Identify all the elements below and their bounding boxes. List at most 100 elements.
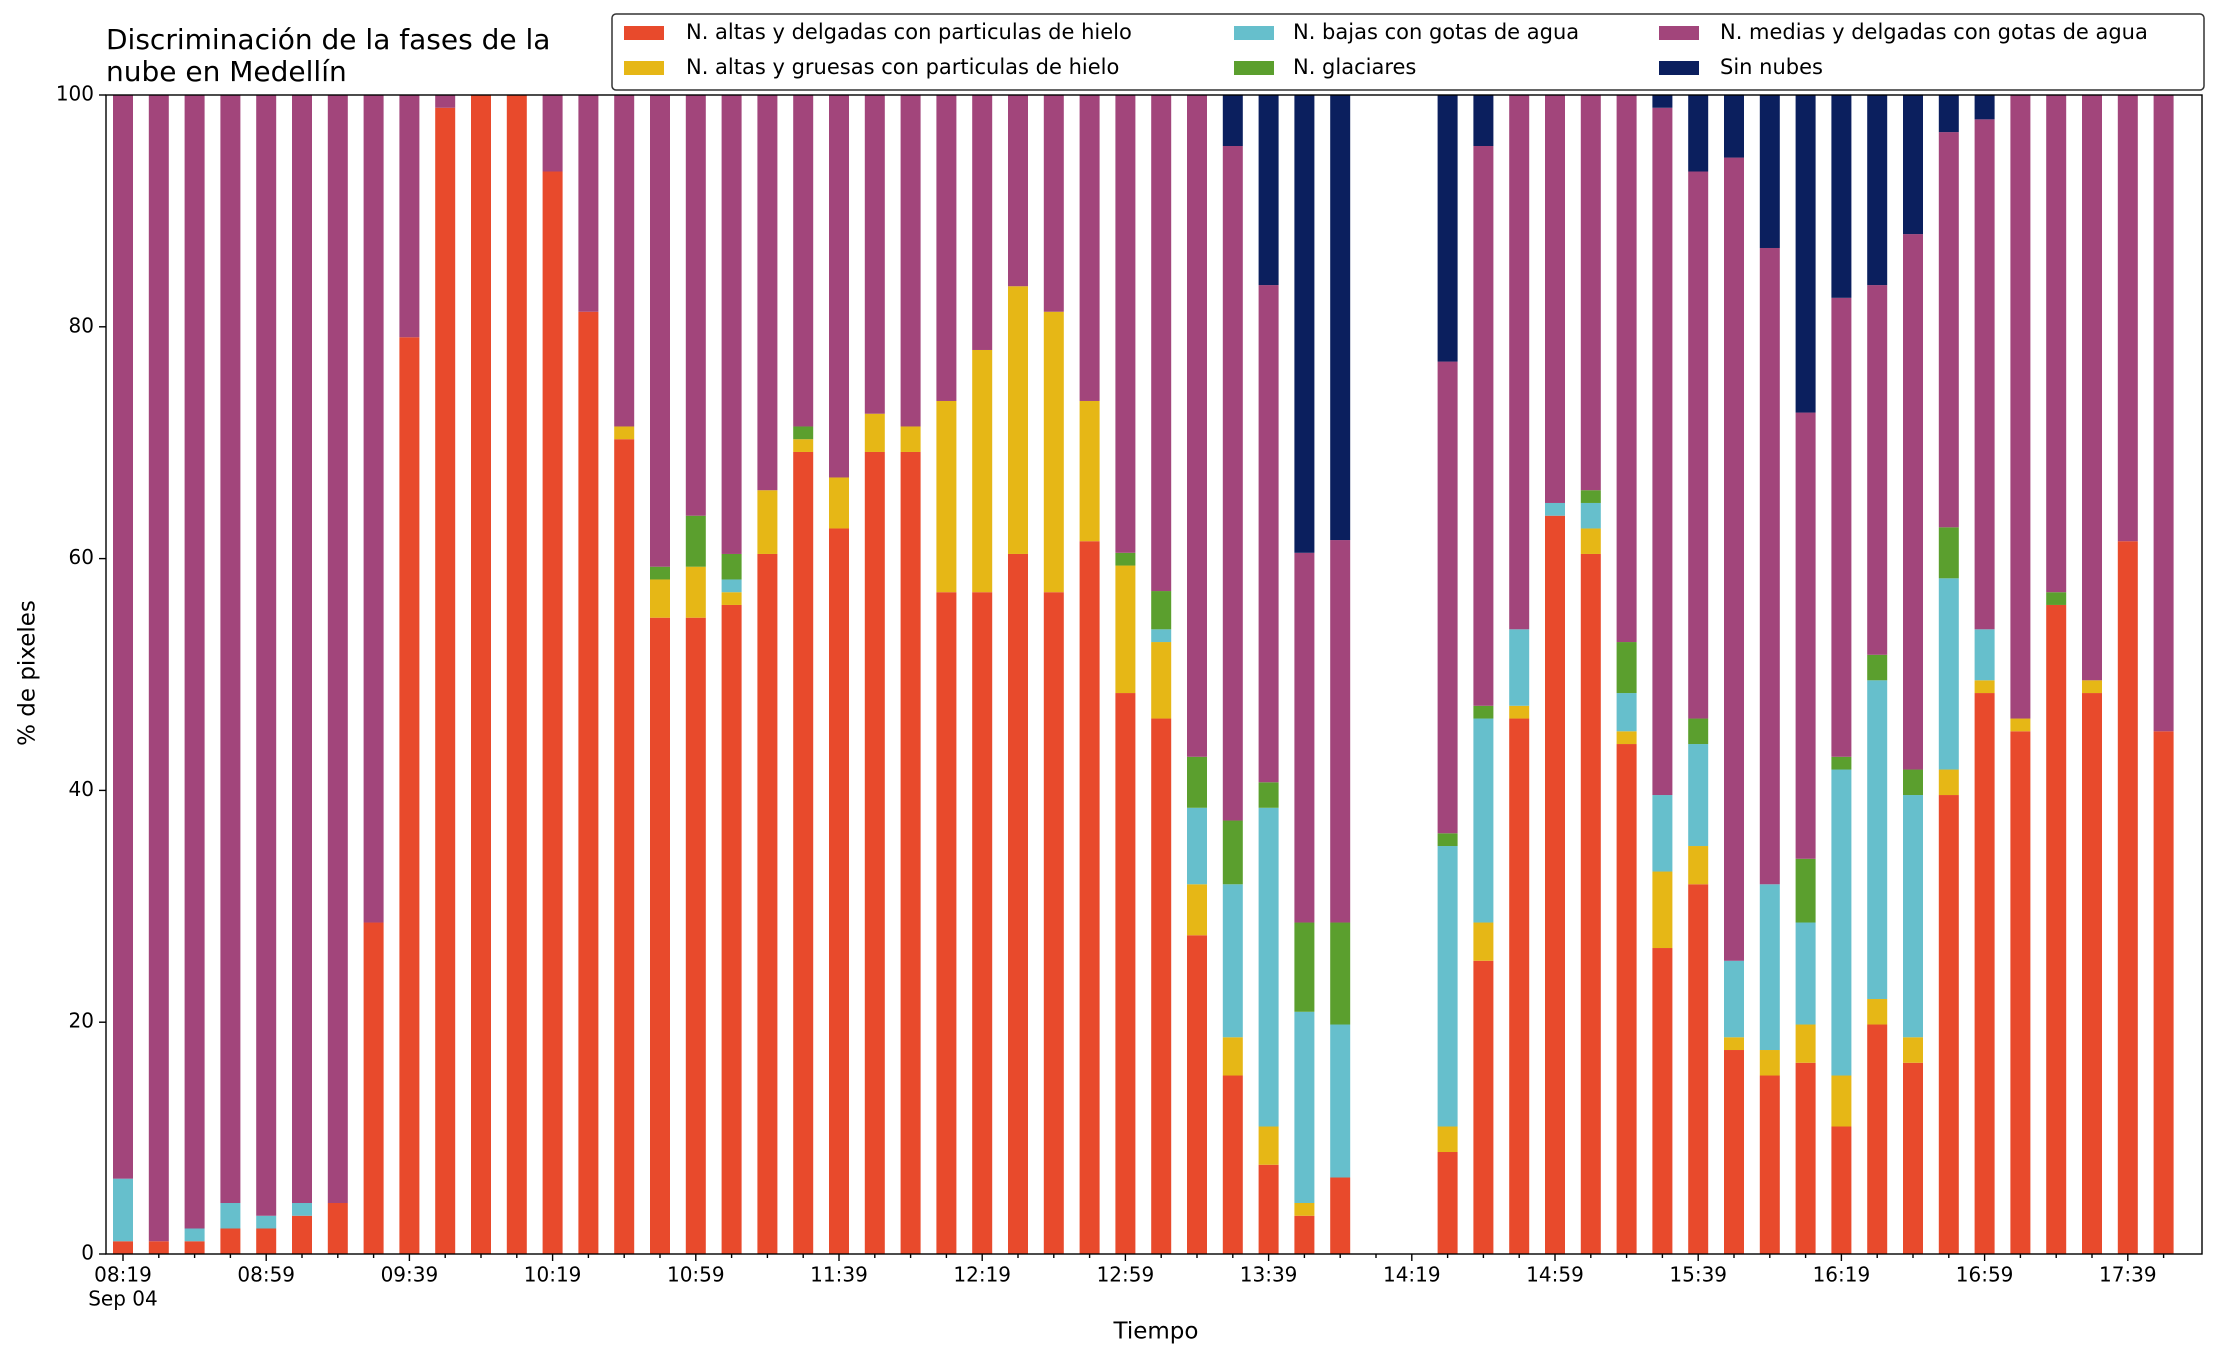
bar-segment [1187, 756, 1207, 808]
bar-segment [1473, 145, 1494, 706]
bar-segment [1437, 846, 1458, 1127]
y-tick-label: 100 [56, 82, 94, 106]
bar-segment [1294, 1203, 1315, 1216]
bar-segment [1258, 807, 1279, 1127]
chart-title: Discriminación de la fases de la [106, 23, 550, 56]
bar-segment [363, 922, 384, 1254]
bar-segment [900, 426, 921, 452]
bar-segment [936, 400, 957, 593]
bar-segment [1258, 285, 1279, 783]
bar-segment [1187, 935, 1207, 1254]
legend-swatch [1659, 26, 1699, 40]
bar-segment [1867, 285, 1888, 655]
bar-segment [184, 95, 205, 1229]
bar-segment [220, 1228, 241, 1254]
bar-segment [757, 490, 778, 554]
x-tick-label: 08:19 [94, 1263, 152, 1287]
bar-segment [1258, 1126, 1279, 1165]
bar-segment [757, 95, 778, 491]
bar-segment [184, 1241, 205, 1254]
legend-label: Sin nubes [1720, 55, 1823, 79]
x-tick-label: 14:59 [1526, 1263, 1584, 1287]
bar-segment [1759, 247, 1780, 885]
bar-segment [292, 95, 312, 1204]
bar-segment [1151, 591, 1172, 630]
bar-segment [542, 171, 563, 1254]
bar-segment [1616, 744, 1637, 1254]
bar-segment [148, 1241, 169, 1254]
bar-segment [1652, 107, 1673, 796]
bar-segment [1616, 731, 1637, 745]
x-tick-label: 09:39 [381, 1263, 439, 1287]
bar-segment [2153, 731, 2174, 1254]
bar-segment [1724, 1037, 1744, 1051]
bar-segment [1258, 1164, 1279, 1254]
bar-segment [435, 107, 456, 1254]
bar-segment [1938, 132, 1959, 528]
x-tick-label: 13:39 [1240, 1263, 1298, 1287]
bar-segment [1222, 884, 1243, 1038]
bar-segment [614, 439, 635, 1254]
y-tick-label: 0 [81, 1241, 94, 1265]
bar-segment [2046, 592, 2067, 605]
bar-segment [1187, 884, 1207, 936]
bar-segment [327, 1203, 348, 1254]
bar-segment [256, 1215, 277, 1229]
bar-segment [1974, 119, 1995, 630]
bar-segment [1867, 95, 1888, 286]
bar-segment [650, 579, 670, 618]
legend-label: N. glaciares [1293, 55, 1416, 79]
bar-segment [1043, 592, 1064, 1254]
legend-swatch [1234, 26, 1274, 40]
bar-segment [1294, 922, 1315, 1012]
bar-segment [1974, 680, 1995, 694]
bar-segment [1831, 1075, 1852, 1127]
x-tick-label: 14:19 [1383, 1263, 1441, 1287]
bar-segment [2010, 95, 2031, 719]
legend-label: N. bajas con gotas de agua [1293, 20, 1579, 44]
bar-segment [1079, 95, 1100, 401]
bar-segment [1759, 884, 1780, 1051]
bar-segment [1545, 502, 1565, 516]
x-tick-label: 17:39 [2099, 1263, 2157, 1287]
bar-segment [506, 95, 527, 1254]
bar-segment [1938, 769, 1959, 796]
bar-segment [1688, 846, 1709, 885]
bar-segment [113, 95, 133, 1179]
bar-segment [1258, 95, 1279, 286]
legend-label: N. altas y gruesas con particulas de hie… [686, 55, 1119, 79]
bar-segment [1222, 1037, 1243, 1076]
bar-segment [1831, 756, 1852, 770]
bar-segment [1938, 578, 1959, 770]
bar-segment [2046, 95, 2067, 593]
bar-segment [471, 95, 491, 1254]
bar-segment [1509, 718, 1530, 1254]
bar-segment [1795, 412, 1816, 859]
bar-segment [1903, 234, 1923, 770]
legend-swatch [624, 61, 664, 75]
bar-segment [578, 95, 599, 312]
bar-segment [1867, 654, 1888, 681]
bar-segment [936, 592, 957, 1254]
bar-segment [1545, 95, 1565, 503]
bar-segment [1652, 795, 1673, 872]
bar-segment [1509, 95, 1530, 630]
bar-segment [2010, 731, 2031, 1254]
bar-segment [2153, 95, 2174, 732]
bar-segment [1974, 629, 1995, 681]
bar-segment [1795, 95, 1816, 413]
bar-segment [399, 337, 420, 1255]
x-tick-label: 12:19 [953, 1263, 1011, 1287]
bar-segment [721, 95, 742, 554]
bar-segment [972, 95, 993, 350]
bar-segment [1043, 95, 1064, 312]
bar-segment [1724, 1050, 1744, 1254]
bar-segment [1079, 541, 1100, 1254]
bar-segment [1115, 693, 1136, 1254]
bar-segment [650, 617, 670, 1254]
legend-swatch [1659, 61, 1699, 75]
bar-segment [1473, 922, 1494, 961]
bar-segment [1867, 1024, 1888, 1254]
bar-segment [1688, 884, 1709, 1254]
bar-segment [2010, 718, 2031, 732]
